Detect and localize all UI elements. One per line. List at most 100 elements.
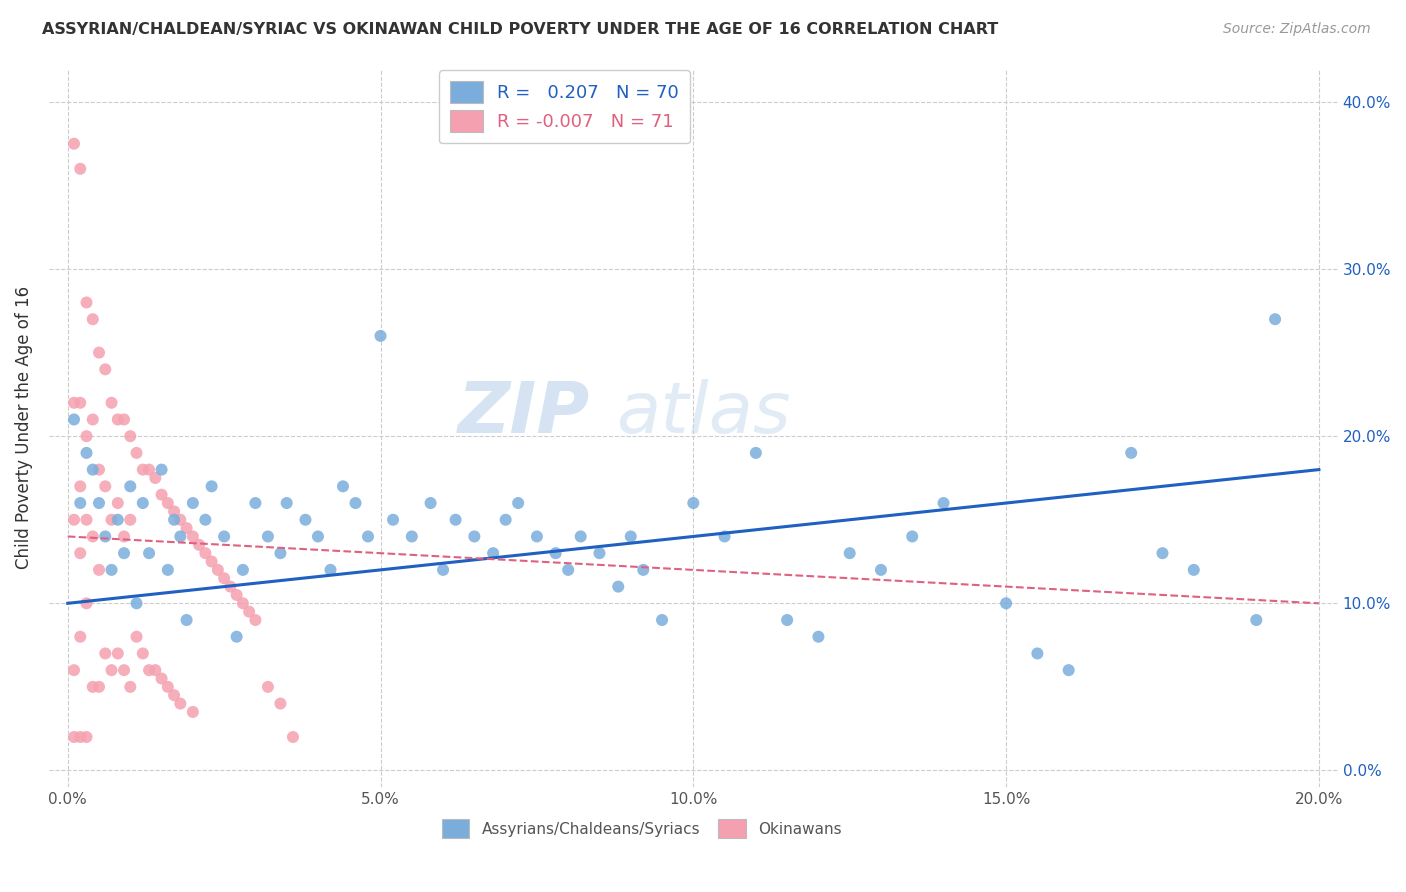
Point <box>76 596 98 610</box>
Point <box>69 161 91 176</box>
Point <box>107 647 129 661</box>
Point <box>169 529 191 543</box>
Point <box>69 479 91 493</box>
Point <box>112 546 135 560</box>
Point <box>120 429 142 443</box>
Point <box>344 496 367 510</box>
Point <box>69 546 91 560</box>
Point <box>76 295 98 310</box>
Point <box>463 529 485 543</box>
Point <box>94 362 117 376</box>
Point <box>995 596 1018 610</box>
Point <box>143 663 166 677</box>
Point <box>194 513 217 527</box>
Point <box>87 462 110 476</box>
Point <box>257 680 280 694</box>
Point <box>932 496 955 510</box>
Point <box>1026 647 1049 661</box>
Point <box>1152 546 1174 560</box>
Point <box>100 396 122 410</box>
Point <box>125 596 148 610</box>
Point <box>176 613 198 627</box>
Point <box>620 529 643 543</box>
Point <box>87 680 110 694</box>
Point <box>132 496 155 510</box>
Point <box>169 513 191 527</box>
Point <box>307 529 329 543</box>
Y-axis label: Child Poverty Under the Age of 16: Child Poverty Under the Age of 16 <box>15 286 32 569</box>
Point <box>132 462 155 476</box>
Point <box>150 462 173 476</box>
Point <box>1057 663 1080 677</box>
Point <box>1121 446 1143 460</box>
Point <box>150 672 173 686</box>
Point <box>156 496 179 510</box>
Point <box>94 479 117 493</box>
Point <box>76 513 98 527</box>
Point <box>76 446 98 460</box>
Point <box>82 412 104 426</box>
Point <box>120 479 142 493</box>
Point <box>107 412 129 426</box>
Point <box>245 613 267 627</box>
Point <box>219 580 242 594</box>
Point <box>901 529 924 543</box>
Point <box>69 630 91 644</box>
Point <box>169 697 191 711</box>
Point <box>76 429 98 443</box>
Point <box>76 730 98 744</box>
Point <box>87 496 110 510</box>
Point <box>281 730 304 744</box>
Point <box>257 529 280 543</box>
Point <box>201 555 224 569</box>
Point <box>401 529 423 543</box>
Point <box>713 529 735 543</box>
Point <box>132 647 155 661</box>
Point <box>194 546 217 560</box>
Point <box>332 479 354 493</box>
Point <box>163 688 186 702</box>
Point <box>120 513 142 527</box>
Text: ASSYRIAN/CHALDEAN/SYRIAC VS OKINAWAN CHILD POVERTY UNDER THE AGE OF 16 CORRELATI: ASSYRIAN/CHALDEAN/SYRIAC VS OKINAWAN CHI… <box>42 22 998 37</box>
Text: ZIP: ZIP <box>458 379 591 448</box>
Point <box>588 546 610 560</box>
Point <box>107 496 129 510</box>
Point <box>181 496 204 510</box>
Point <box>63 730 86 744</box>
Point <box>225 630 247 644</box>
Point <box>94 647 117 661</box>
Point <box>63 396 86 410</box>
Point <box>1182 563 1205 577</box>
Point <box>232 596 254 610</box>
Point <box>294 513 316 527</box>
Point <box>1246 613 1268 627</box>
Point <box>82 462 104 476</box>
Point <box>526 529 548 543</box>
Point <box>807 630 830 644</box>
Point <box>269 546 291 560</box>
Point <box>870 563 893 577</box>
Point <box>745 446 768 460</box>
Point <box>100 513 122 527</box>
Point <box>776 613 799 627</box>
Point <box>225 588 247 602</box>
Legend: Assyrians/Chaldeans/Syriacs, Okinawans: Assyrians/Chaldeans/Syriacs, Okinawans <box>436 814 848 844</box>
Point <box>125 446 148 460</box>
Point <box>557 563 579 577</box>
Point <box>207 563 229 577</box>
Point <box>495 513 517 527</box>
Point <box>163 513 186 527</box>
Point <box>69 496 91 510</box>
Point <box>269 697 291 711</box>
Point <box>212 529 235 543</box>
Point <box>245 496 267 510</box>
Point <box>138 462 160 476</box>
Point <box>156 563 179 577</box>
Text: Source: ZipAtlas.com: Source: ZipAtlas.com <box>1223 22 1371 37</box>
Point <box>357 529 380 543</box>
Point <box>181 529 204 543</box>
Point <box>569 529 592 543</box>
Text: atlas: atlas <box>616 379 790 448</box>
Point <box>112 412 135 426</box>
Point <box>232 563 254 577</box>
